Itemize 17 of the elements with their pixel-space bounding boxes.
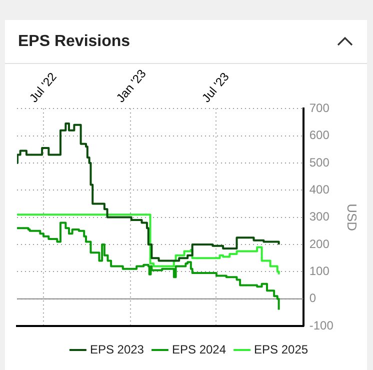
legend-label: EPS 2024 (172, 342, 226, 356)
y-tick-label: 200 (309, 236, 330, 251)
x-tick-label: Jan '23 (114, 66, 150, 106)
legend-label: EPS 2025 (254, 342, 308, 356)
y-tick-label: 0 (309, 291, 316, 306)
y-tick-label: 400 (309, 182, 330, 196)
y-tick-label: 300 (309, 210, 330, 224)
y-axis-title: USD (344, 204, 360, 232)
legend-label: EPS 2023 (90, 342, 144, 356)
x-tick-label: Jul '23 (199, 70, 232, 106)
x-tick-label: Jul '22 (26, 70, 60, 106)
y-tick-label: 700 (309, 100, 330, 115)
y-tick-label: -100 (309, 318, 334, 332)
y-tick-label: 600 (309, 128, 330, 142)
chart-title: EPS Revisions (18, 33, 130, 51)
y-tick-label: 100 (309, 264, 330, 278)
y-tick-label: 500 (309, 155, 330, 170)
